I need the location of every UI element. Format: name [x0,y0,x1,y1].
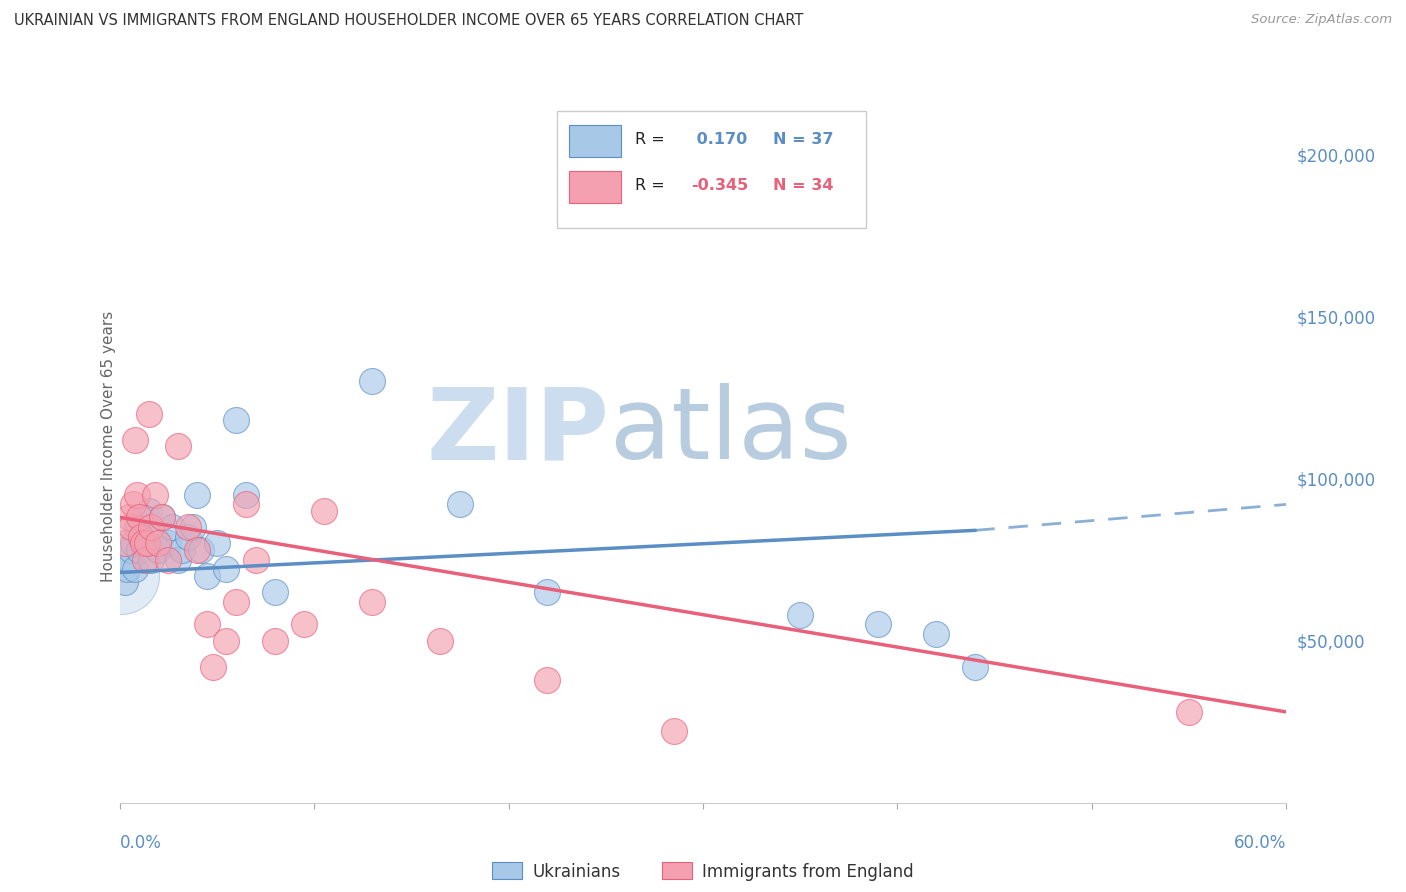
Point [134,552,156,566]
Point [235,497,257,511]
Point [143,488,166,502]
Point [157,552,180,566]
Point [312,504,335,518]
Point [120,520,142,534]
Point [132,510,155,524]
Point [195,568,218,582]
Text: 0.170: 0.170 [692,132,748,146]
Point [166,552,188,566]
Point [166,439,188,453]
Text: R =: R = [636,132,665,146]
Text: R =: R = [636,178,665,193]
Point [264,633,287,648]
Point [536,585,558,599]
Point [125,488,148,502]
Point [114,536,136,550]
Point [129,530,152,544]
Point [215,633,238,648]
Point [129,530,152,544]
Legend: Ukrainians, Immigrants from England: Ukrainians, Immigrants from England [485,855,921,888]
Text: N = 34: N = 34 [773,178,834,193]
Text: Source: ZipAtlas.com: Source: ZipAtlas.com [1251,13,1392,27]
Text: N = 37: N = 37 [773,132,834,146]
Point [148,536,170,550]
Point [225,595,247,609]
Point [866,617,889,632]
Point [429,633,451,648]
Point [128,542,150,557]
Point [201,659,224,673]
Point [361,374,384,388]
Point [449,497,471,511]
Point [235,488,257,502]
Text: 60.0%: 60.0% [1234,834,1286,852]
Text: -0.345: -0.345 [692,178,748,193]
Point [124,433,146,447]
Point [157,536,180,550]
Point [183,520,205,534]
Point [132,536,155,550]
Point [138,407,160,421]
Point [122,497,145,511]
Point [122,536,145,550]
Point [186,488,208,502]
Point [110,568,132,582]
Point [662,724,685,739]
Text: UKRAINIAN VS IMMIGRANTS FROM ENGLAND HOUSEHOLDER INCOME OVER 65 YEARS CORRELATIO: UKRAINIAN VS IMMIGRANTS FROM ENGLAND HOU… [14,13,803,29]
Point [925,627,948,641]
Point [134,536,156,550]
Point [361,595,384,609]
Point [139,552,162,566]
Point [139,520,162,534]
Point [117,562,139,576]
Point [264,585,287,599]
FancyBboxPatch shape [569,125,621,157]
Point [1178,705,1201,719]
Point [292,617,315,632]
Point [118,552,141,566]
Point [190,542,212,557]
Point [128,510,150,524]
Point [215,562,238,576]
Point [536,673,558,687]
Text: atlas: atlas [610,384,851,480]
Point [176,520,198,534]
Point [120,542,142,557]
Point [135,536,157,550]
FancyBboxPatch shape [557,111,866,228]
Point [245,552,267,566]
FancyBboxPatch shape [569,171,621,203]
Y-axis label: Householder Income Over 65 years: Householder Income Over 65 years [101,310,115,582]
Text: 0.0%: 0.0% [120,834,162,852]
Text: ZIP: ZIP [427,384,610,480]
Point [124,562,146,576]
Point [205,536,228,550]
Point [195,617,218,632]
Point [138,504,160,518]
Point [176,530,198,544]
Point [125,520,148,534]
Point [789,607,811,622]
Point [225,413,247,427]
Point [118,510,141,524]
Point [150,510,173,524]
Point [148,542,170,557]
Point [150,510,173,524]
Point [965,659,987,673]
Point [160,520,183,534]
Point [143,530,166,544]
Point [170,542,193,557]
Point [186,542,208,557]
Point [114,575,136,590]
